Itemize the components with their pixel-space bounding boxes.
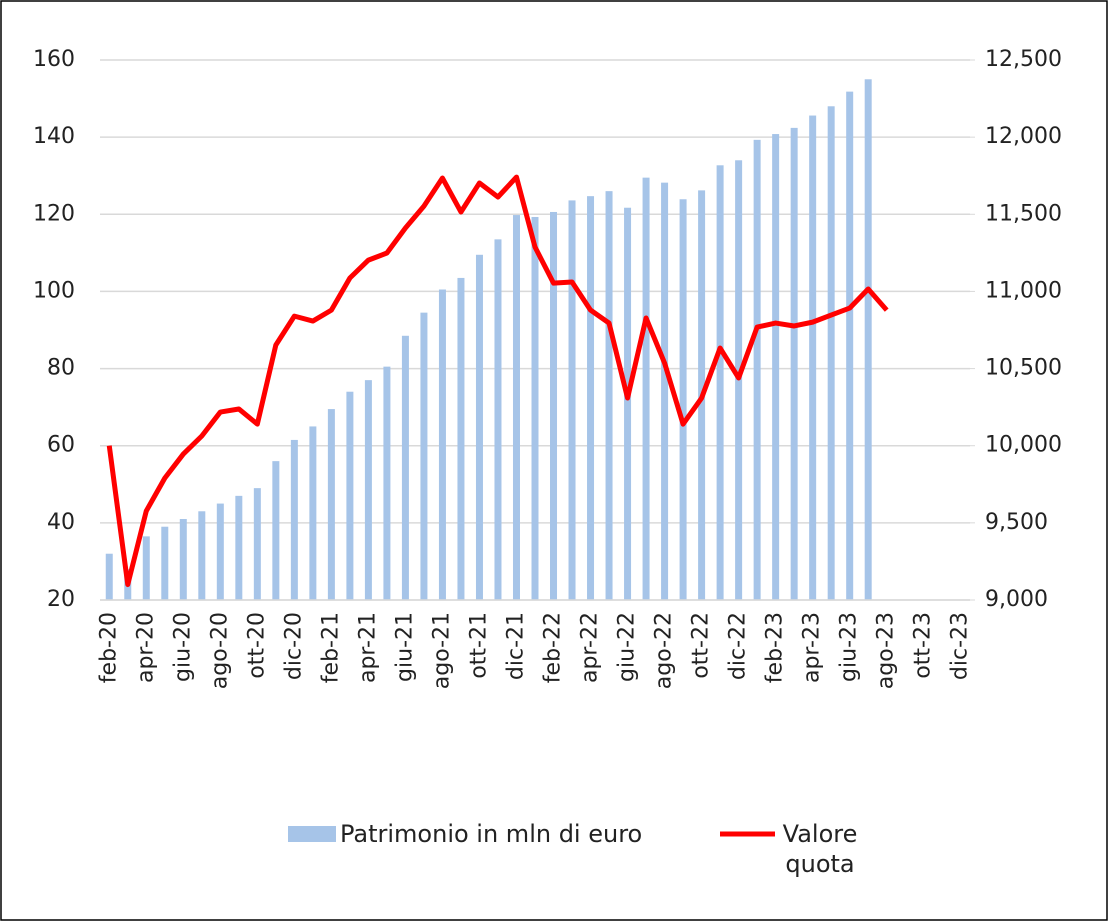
bar: [438, 289, 446, 600]
y2-tick-label: 12,500: [985, 47, 1062, 72]
y2-tick-label: 12,000: [985, 124, 1062, 149]
bar: [235, 495, 243, 600]
x-tick-label: feb-23: [763, 612, 788, 683]
bar: [383, 366, 391, 600]
bar: [568, 200, 576, 600]
bar: [512, 215, 520, 601]
y-tick-label: 140: [33, 124, 75, 149]
x-tick-label: apr-23: [800, 612, 825, 683]
x-tick-label: ott-20: [244, 612, 269, 679]
bar: [624, 207, 632, 600]
y2-tick-label: 11,000: [985, 278, 1062, 303]
bar: [550, 211, 558, 600]
x-tick-label: dic-20: [281, 612, 306, 680]
y-tick-label: 40: [47, 510, 75, 535]
y2-tick-label: 9,000: [985, 587, 1048, 612]
x-tick-label: giu-21: [392, 612, 417, 682]
bar: [142, 536, 150, 600]
bar: [605, 191, 613, 600]
bar: [864, 79, 872, 601]
x-tick-label: giu-22: [615, 612, 640, 682]
x-tick-label: giu-20: [170, 612, 195, 682]
line: [106, 174, 889, 588]
x-tick-label: dic-22: [726, 612, 751, 680]
y2-tick-label: 10,000: [985, 433, 1062, 458]
bar: [346, 391, 354, 600]
bar: [364, 380, 372, 600]
x-tick-label: dic-21: [503, 612, 528, 680]
x-tick-label: feb-20: [96, 612, 121, 683]
bar: [327, 409, 335, 600]
bar: [105, 553, 113, 600]
bar: [809, 115, 817, 601]
x-tick-label: ago-22: [652, 612, 677, 689]
bar: [753, 139, 761, 601]
bar: [198, 511, 206, 600]
x-tick-label: ott-22: [689, 612, 714, 679]
bar: [790, 127, 798, 600]
legend-label: Patrimonio in mln di euro: [340, 820, 643, 848]
y-tick-label: 100: [33, 278, 75, 303]
bar: [475, 254, 483, 601]
x-tick-label: dic-23: [948, 612, 973, 680]
y-tick-label: 80: [47, 356, 75, 381]
x-tick-label: feb-22: [541, 612, 566, 683]
bar: [161, 526, 169, 600]
y-tick-label: 120: [33, 201, 75, 226]
x-tick-label: ott-21: [466, 612, 491, 679]
bar: [772, 134, 780, 601]
x-tick-label: apr-21: [355, 612, 380, 683]
x-tick-label: ott-23: [911, 612, 936, 679]
bar: [827, 106, 835, 601]
bar: [846, 91, 854, 600]
x-tick-label: apr-22: [578, 612, 603, 683]
x-tick-label: giu-23: [837, 612, 862, 682]
bar: [531, 216, 539, 600]
bar: [679, 199, 687, 600]
y-tick-label: 160: [33, 47, 75, 72]
bar: [661, 182, 669, 600]
x-tick-label: ago-23: [874, 612, 899, 689]
bar: [420, 312, 428, 600]
bar: [216, 503, 224, 600]
x-tick-label: apr-20: [133, 612, 158, 683]
y2-tick-label: 9,500: [985, 510, 1048, 535]
bar: [716, 165, 724, 601]
legend-label: Valore quota: [782, 820, 858, 878]
y-tick-label: 20: [47, 587, 75, 612]
y2-tick-label: 11,500: [985, 201, 1062, 226]
bar: [253, 488, 261, 600]
y2-tick-label: 10,500: [985, 356, 1062, 381]
bar: [587, 196, 595, 600]
bar: [642, 177, 650, 600]
bar: [457, 277, 465, 600]
bar: [272, 461, 280, 600]
x-tick-label: feb-21: [318, 612, 343, 683]
bar: [401, 335, 409, 600]
x-tick-label: ago-20: [207, 612, 232, 689]
legend-swatch-bar: [288, 826, 336, 842]
bar: [494, 239, 502, 600]
bar: [179, 519, 187, 600]
bar: [290, 439, 298, 600]
bar: [309, 426, 317, 600]
y-tick-label: 60: [47, 433, 75, 458]
x-tick-label: ago-21: [429, 612, 454, 689]
